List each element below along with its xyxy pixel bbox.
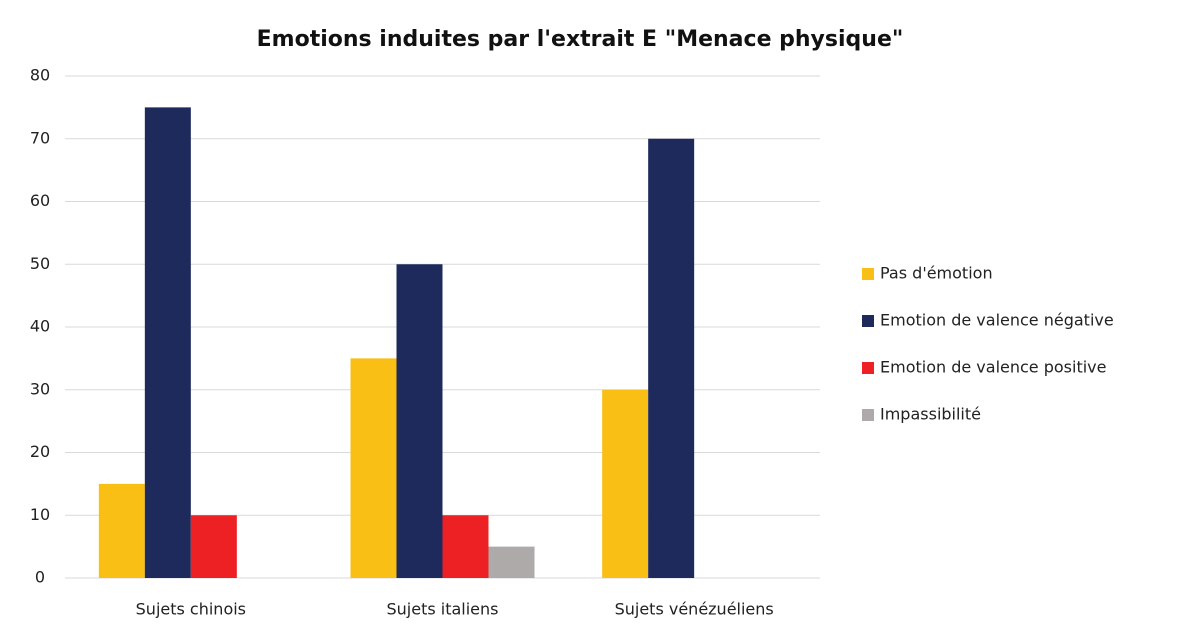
y-tick-label: 50 [30, 254, 50, 273]
bar [648, 138, 695, 578]
x-tick-label: Sujets vénézuéliens [615, 600, 774, 619]
bar [396, 264, 443, 578]
legend-swatch [862, 409, 874, 421]
y-tick-label: 80 [30, 66, 50, 85]
y-tick-label: 30 [30, 379, 50, 398]
y-tick-label: 20 [30, 442, 50, 461]
x-tick-label: Sujets italiens [386, 600, 498, 619]
y-tick-label: 70 [30, 128, 50, 147]
bar [350, 358, 397, 578]
legend-label: Emotion de valence positive [880, 358, 1107, 377]
y-tick-label: 0 [35, 568, 45, 587]
y-tick-label: 40 [30, 317, 50, 336]
bar [602, 389, 649, 578]
bar [442, 515, 489, 578]
bar [98, 483, 145, 578]
legend-label: Pas d'émotion [880, 264, 993, 283]
y-tick-label: 10 [30, 505, 50, 524]
bar [488, 546, 535, 578]
bar [190, 515, 237, 578]
y-tick-label: 60 [30, 191, 50, 210]
x-tick-label: Sujets chinois [136, 600, 246, 619]
chart-title: Emotions induites par l'extrait E "Menac… [257, 27, 904, 52]
legend-label: Emotion de valence négative [880, 311, 1114, 330]
legend-swatch [862, 362, 874, 374]
bar [144, 107, 191, 578]
legend-label: Impassibilité [880, 405, 981, 424]
legend-swatch [862, 315, 874, 327]
legend-swatch [862, 268, 874, 280]
